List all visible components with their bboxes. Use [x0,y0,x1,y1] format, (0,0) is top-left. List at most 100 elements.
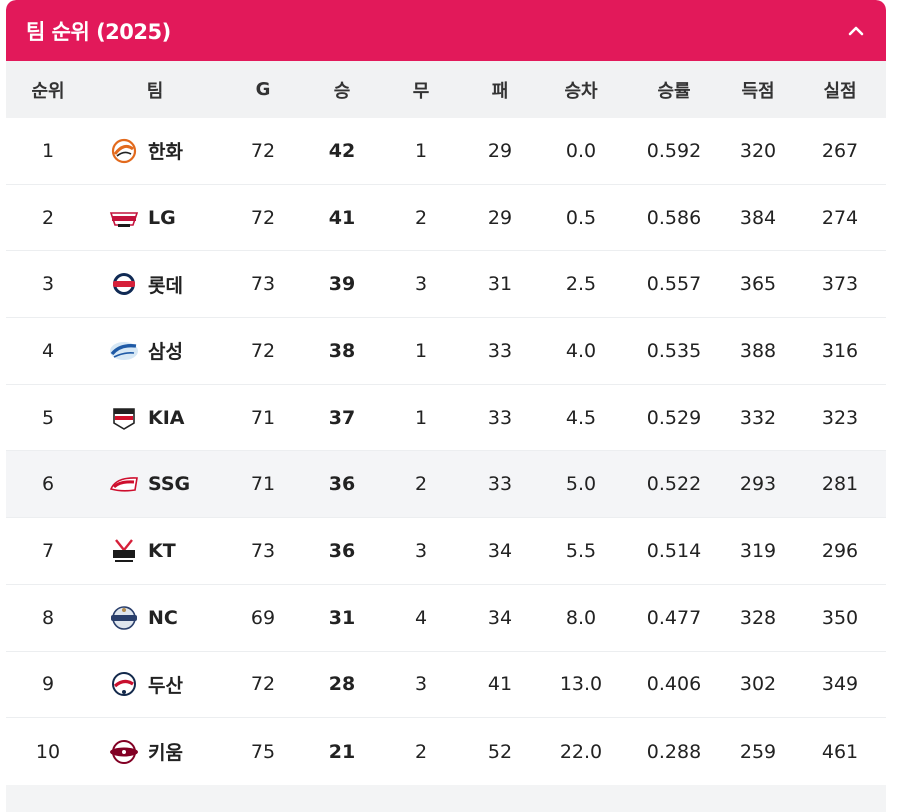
team-cell[interactable]: 롯데 [90,269,220,299]
col-header-losses: 패 [491,80,509,102]
standings-table-body: 1 한화 72 42 1 29 0.0 0.592 320 267 2 LG 7… [6,118,886,785]
team-cell[interactable]: KT [90,536,220,566]
win-pct-cell: 0.514 [646,539,702,562]
win-pct-cell: 0.535 [646,339,702,362]
standings-header[interactable]: 팀 순위 (2025) [6,0,886,61]
rank-cell: 3 [41,273,55,296]
games-behind-cell: 0.0 [565,139,597,162]
wins-cell: 28 [328,673,356,696]
wins-cell: 31 [328,606,356,629]
team-name: 한화 [148,141,183,164]
team-name: NC [148,606,178,629]
draws-cell: 1 [414,139,428,162]
wins-cell: 37 [328,406,356,429]
draws-cell: 1 [414,339,428,362]
team-name: KT [148,539,176,562]
draws-cell: 3 [414,673,428,696]
runs-allowed-cell: 296 [821,539,859,562]
games-behind-cell: 2.5 [565,273,597,296]
team-cell[interactable]: 키움 [90,737,220,767]
games-cell: 75 [250,740,276,763]
runs-allowed-cell: 316 [821,339,859,362]
runs-allowed-cell: 349 [821,673,859,696]
col-header-win-pct: 승률 [657,80,691,102]
rank-cell: 8 [41,606,55,629]
runs-scored-cell: 388 [739,339,777,362]
col-header-rank: 순위 [31,80,65,102]
col-header-team: 팀 [146,80,164,102]
team-cell[interactable]: NC [90,603,220,633]
team-cell[interactable]: KIA [90,403,220,433]
draws-cell: 2 [414,206,428,229]
draws-cell: 4 [414,606,428,629]
table-row[interactable]: 10 키움 75 21 2 52 22.0 0.288 259 461 [6,718,886,785]
games-cell: 72 [250,206,276,229]
games-cell: 69 [250,606,276,629]
win-pct-cell: 0.522 [646,473,702,496]
collapse-button[interactable] [842,17,870,45]
draws-cell: 2 [414,740,428,763]
ktwiz-logo-icon [113,539,135,562]
win-pct-cell: 0.288 [646,740,702,763]
losses-cell: 33 [487,406,513,429]
team-name: 롯데 [148,274,183,297]
runs-allowed-cell: 461 [821,740,859,763]
standings-panel: 팀 순위 (2025) 순위 팀 G 승 무 패 승차 승률 득점 실점 1 한… [6,0,886,812]
runs-scored-cell: 320 [739,139,777,162]
table-row[interactable]: 1 한화 72 42 1 29 0.0 0.592 320 267 [6,118,886,185]
games-cell: 71 [250,473,276,496]
chevron-up-icon [848,26,864,35]
team-cell[interactable]: 한화 [90,136,220,166]
lions-logo-icon [110,341,138,360]
games-cell: 72 [250,673,276,696]
table-row[interactable]: 8 NC 69 31 4 34 8.0 0.477 328 350 [6,584,886,652]
wins-cell: 42 [328,139,356,162]
rank-cell: 7 [41,539,55,562]
team-cell[interactable]: LG [90,203,220,233]
win-pct-cell: 0.477 [646,606,702,629]
win-pct-cell: 0.406 [646,673,702,696]
table-row[interactable]: 3 롯데 73 39 3 31 2.5 0.557 365 373 [6,251,886,319]
team-name: LG [148,206,176,229]
losses-cell: 52 [487,740,513,763]
runs-scored-cell: 293 [739,473,777,496]
games-behind-cell: 5.5 [565,539,597,562]
rank-cell: 4 [41,339,55,362]
wins-cell: 38 [328,339,356,362]
table-row[interactable]: 7 KT 73 36 3 34 5.5 0.514 319 296 [6,518,886,585]
draws-cell: 3 [414,539,428,562]
table-row[interactable]: 2 LG 72 41 2 29 0.5 0.586 384 274 [6,184,886,252]
table-row[interactable]: 6 SSG 71 36 2 33 5.0 0.522 293 281 [6,451,886,519]
eagles-logo-icon [111,138,137,163]
table-row[interactable]: 9 두산 72 28 3 41 13.0 0.406 302 349 [6,651,886,719]
team-cell[interactable]: SSG [90,469,220,499]
losses-cell: 29 [487,206,513,229]
table-header-row: 순위 팀 G 승 무 패 승차 승률 득점 실점 [6,61,886,118]
draws-cell: 2 [414,473,428,496]
runs-scored-cell: 319 [739,539,777,562]
team-name: KIA [148,406,185,429]
standings-title: 팀 순위 (2025) [26,19,171,44]
runs-allowed-cell: 323 [821,406,859,429]
landers-logo-icon [109,477,138,492]
tigers-logo-icon [113,407,135,430]
table-row[interactable]: 5 KIA 71 37 1 33 4.5 0.529 332 323 [6,384,886,452]
team-name: SSG [148,473,191,496]
win-pct-cell: 0.529 [646,406,702,429]
games-behind-cell: 13.0 [559,673,603,696]
wins-cell: 36 [328,473,356,496]
runs-allowed-cell: 274 [821,206,859,229]
team-name: 두산 [148,674,183,697]
col-header-draws: 무 [412,80,430,102]
rank-cell: 5 [41,406,55,429]
col-header-games: G [255,79,271,100]
rank-cell: 9 [41,673,55,696]
team-cell[interactable]: 두산 [90,669,220,699]
team-cell[interactable]: 삼성 [90,336,220,366]
team-name: 키움 [148,742,183,765]
table-row[interactable]: 4 삼성 72 38 1 33 4.0 0.535 388 316 [6,318,886,385]
games-cell: 72 [250,339,276,362]
losses-cell: 31 [487,273,513,296]
giants-logo-icon [113,273,135,296]
runs-allowed-cell: 281 [821,473,859,496]
